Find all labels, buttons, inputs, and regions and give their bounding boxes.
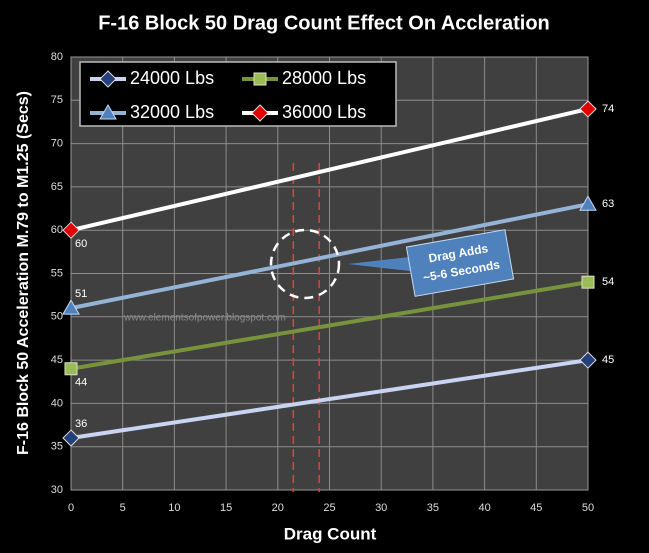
marker <box>579 195 597 211</box>
data-label: 60 <box>75 238 87 250</box>
x-tick-label: 20 <box>272 502 284 514</box>
y-tick-label: 60 <box>51 224 63 236</box>
series-line <box>70 107 589 233</box>
data-label: 63 <box>602 198 614 210</box>
legend-label: 28000 Lbs <box>282 68 366 88</box>
x-tick-label: 25 <box>323 502 335 514</box>
callout-arrow <box>348 257 410 271</box>
legend-marker <box>253 72 267 86</box>
marker <box>64 362 78 376</box>
y-tick-label: 45 <box>51 354 63 366</box>
data-label: 44 <box>75 377 87 389</box>
y-tick-label: 75 <box>51 94 63 106</box>
chart-title: F-16 Block 50 Drag Count Effect On Accle… <box>98 12 550 34</box>
y-tick-label: 55 <box>51 267 63 279</box>
y-axis-title: F-16 Block 50 Acceleration M.79 to M1.25… <box>15 91 32 455</box>
highlight-circle <box>269 228 341 300</box>
legend-label: 32000 Lbs <box>130 102 214 122</box>
x-axis-title: Drag Count <box>284 524 377 543</box>
data-label: 51 <box>75 288 87 300</box>
x-tick-label: 15 <box>220 502 232 514</box>
marker <box>579 351 597 369</box>
watermark: www.elementsofpower.blogspot.com <box>123 313 286 324</box>
x-tick-label: 35 <box>427 502 439 514</box>
x-tick-label: 50 <box>582 502 594 514</box>
marker <box>579 100 597 118</box>
marker <box>62 299 80 315</box>
plot-border <box>70 56 589 491</box>
callout: Drag Adds ~5-6 Seconds <box>405 229 515 297</box>
y-tick-label: 80 <box>51 51 63 63</box>
y-tick-label: 65 <box>51 181 63 193</box>
series-line <box>70 358 589 441</box>
data-label: 74 <box>602 103 614 115</box>
legend: 24000 Lbs 28000 Lbs 32000 Lbs 36000 Lbs <box>79 61 397 127</box>
y-tick-label: 50 <box>51 311 63 323</box>
legend-box <box>79 61 397 127</box>
y-tick-label: 30 <box>51 484 63 496</box>
legend-marker <box>99 103 117 120</box>
y-tick-label: 70 <box>51 138 63 150</box>
series-line <box>70 202 589 311</box>
x-tick-label: 0 <box>68 502 74 514</box>
legend-marker <box>251 104 269 122</box>
marker <box>62 221 80 239</box>
y-tick-label: 40 <box>51 397 63 409</box>
legend-marker <box>99 70 117 88</box>
x-tick-label: 45 <box>530 502 542 514</box>
legend-label: 24000 Lbs <box>130 68 214 88</box>
data-label: 54 <box>602 276 614 288</box>
marker <box>62 429 80 447</box>
x-tick-label: 10 <box>168 502 180 514</box>
x-tick-label: 30 <box>375 502 387 514</box>
callout-box <box>405 229 515 297</box>
legend-label: 36000 Lbs <box>282 102 366 122</box>
data-label: 45 <box>602 354 614 366</box>
marker <box>581 275 595 289</box>
series-line <box>70 280 589 371</box>
x-tick-label: 5 <box>120 502 126 514</box>
y-tick-label: 35 <box>51 441 63 453</box>
x-tick-label: 40 <box>478 502 490 514</box>
data-label: 36 <box>75 418 87 430</box>
